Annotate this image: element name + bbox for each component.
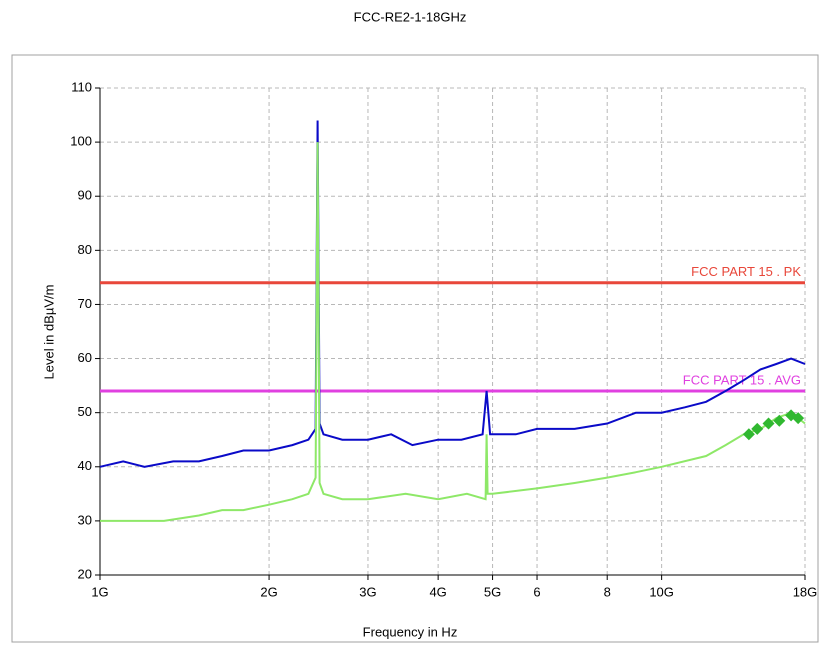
marker <box>742 428 755 441</box>
x-tick-label: 4G <box>429 584 446 599</box>
limit-label: FCC PART 15 . PK <box>691 264 801 279</box>
x-tick-label: 3G <box>359 584 376 599</box>
y-tick-label: 50 <box>78 404 92 419</box>
x-tick-label: 2G <box>260 584 277 599</box>
data-line <box>100 142 806 522</box>
marker <box>773 414 786 427</box>
marker <box>751 422 764 435</box>
limit-label: FCC PART 15 . AVG <box>683 372 801 387</box>
x-tick-label: 8 <box>604 584 611 599</box>
panel <box>11 54 819 643</box>
marker <box>792 412 805 425</box>
y-tick-label: 20 <box>78 566 92 581</box>
x-tick-label: 10G <box>649 584 674 599</box>
y-tick-label: 40 <box>78 458 92 473</box>
y-tick-label: 30 <box>78 512 92 527</box>
y-tick-label: 60 <box>78 350 92 365</box>
y-tick-label: 90 <box>78 188 92 203</box>
y-tick-label: 100 <box>70 134 92 149</box>
chart-title: FCC-RE2-1-18GHz <box>354 9 467 24</box>
x-axis-label: Frequency in Hz <box>363 624 458 639</box>
marker <box>762 417 775 430</box>
x-tick-label: 18G <box>793 584 818 599</box>
y-tick-label: 110 <box>71 79 92 94</box>
x-tick-label: 6 <box>533 584 540 599</box>
x-tick-label: 5G <box>484 584 501 599</box>
y-tick-label: 70 <box>78 296 92 311</box>
x-tick-label: 1G <box>91 584 108 599</box>
y-tick-label: 80 <box>78 242 92 257</box>
y-axis-label: Level in dBµV/m <box>41 285 56 380</box>
data-line <box>99 120 806 468</box>
